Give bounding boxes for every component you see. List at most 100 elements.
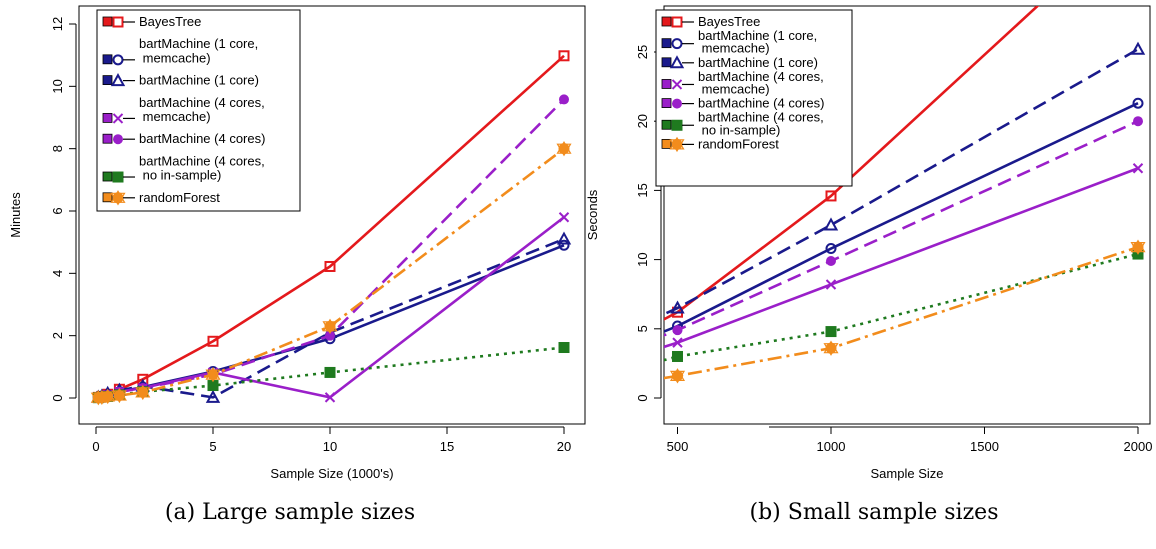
data-point [205, 389, 221, 403]
y-tick-label: 6 [50, 207, 65, 214]
y-tick-label: 12 [50, 17, 65, 31]
data-point [550, 363, 559, 372]
legend-label-line: memcache) [698, 82, 770, 97]
data-point-star [110, 190, 126, 206]
legend-label-line: bartMachine (1 core, [139, 36, 258, 51]
legend-label-line: bartMachine (4 cores) [139, 131, 265, 146]
legend-label-line: no in-sample) [139, 168, 221, 183]
legend-label-line: bartMachine (4 cores, [698, 69, 824, 84]
legend-label: bartMachine (4 cores) [698, 96, 824, 111]
data-point [825, 279, 837, 290]
data-point [113, 134, 123, 145]
data-point-star [205, 366, 221, 383]
data-point [550, 374, 559, 383]
legend-label: bartMachine (1 core, memcache) [698, 28, 817, 56]
legend-label-line: bartMachine (1 core) [139, 73, 259, 88]
legend-swatch [102, 113, 113, 123]
legend-label-line: BayesTree [698, 14, 760, 29]
legend-label: randomForest [698, 136, 779, 151]
data-point [558, 239, 570, 251]
legend-label-line: bartMachine (4 cores, [698, 110, 824, 125]
data-point [558, 50, 570, 62]
legend-label: bartMachine (1 core) [698, 55, 818, 70]
legend-label-line: no in-sample) [698, 122, 780, 137]
data-point-fill [208, 380, 218, 391]
legend-label-line: memcache) [139, 50, 211, 65]
data-point-star [1130, 239, 1146, 255]
x-axis-label: Sample Size [871, 466, 944, 481]
data-point-star [823, 340, 839, 356]
data-point [671, 38, 683, 50]
data-point [826, 255, 836, 266]
legend-swatch [102, 75, 113, 85]
y-tick-label: 10 [635, 252, 650, 266]
data-point [207, 335, 219, 347]
legend-swatch [661, 38, 672, 49]
plot-frame [78, 5, 586, 425]
data-point [1132, 97, 1144, 109]
x-tick-label: 10 [323, 439, 337, 454]
legend-label: bartMachine (4 cores, no in-sample) [139, 153, 265, 182]
data-point-star [556, 140, 572, 157]
legend-label-line: bartMachine (1 core, [698, 28, 817, 43]
legend-swatch [661, 98, 672, 108]
legend-swatch [661, 138, 672, 149]
legend-label: bartMachine (4 cores) [139, 131, 265, 146]
data-point [825, 243, 837, 255]
legend-label: bartMachine (1 core) [139, 73, 259, 88]
legend-label: bartMachine (1 core, memcache) [139, 36, 258, 65]
y-tick-label: 8 [50, 145, 65, 152]
data-point-fill [113, 172, 123, 183]
plot-frame [663, 5, 1151, 425]
y-tick-label: 5 [635, 325, 650, 332]
series-line [664, 48, 1139, 316]
legend-label-line: memcache) [698, 41, 770, 56]
data-point [669, 55, 685, 69]
x-tick-label: 5 [209, 439, 216, 454]
data-point [1133, 116, 1143, 127]
chart-panel-b: 500 1000 1500 2000 0 5 10 15 20 25 Sample Size Seco… [549, 5, 1152, 481]
data-point-cross [550, 381, 559, 390]
legend-box [655, 9, 853, 187]
legend-label: BayesTree [698, 14, 760, 29]
chart-panel-a: 0 5 10 15 20 0 2 4 6 8 10 12 Sample Size (1000's) Min… [8, 5, 586, 481]
legend-label: bartMachine (4 cores, memcache) [698, 69, 824, 97]
legend-label-line: bartMachine (4 cores, [139, 153, 265, 168]
data-point-star [111, 387, 127, 404]
data-point-fill [550, 381, 559, 390]
data-point-fill [672, 120, 682, 131]
data-point-star [322, 318, 338, 334]
data-point [670, 300, 685, 314]
legend-label: BayesTree [139, 14, 201, 29]
data-point [556, 231, 572, 245]
x-tick-label: 15 [440, 439, 454, 454]
data-point [558, 212, 570, 223]
y-tick-label: 0 [50, 394, 65, 401]
x-tick-label: 20 [557, 439, 571, 454]
data-point-star [135, 384, 151, 401]
data-point-star [669, 368, 686, 384]
caption-a: (a) Large sample sizes [164, 500, 416, 525]
y-tick-label: 10 [50, 79, 65, 93]
x-tick-label: 500 [667, 439, 689, 454]
data-point [671, 79, 683, 90]
legend-swatch [661, 57, 672, 68]
data-point [110, 73, 126, 87]
data-point [671, 16, 683, 28]
legend-label-line: memcache) [139, 109, 211, 124]
y-tick-label: 2 [50, 332, 65, 339]
legend-swatch [102, 16, 113, 27]
y-axis-label: Seconds [585, 189, 600, 240]
data-point [559, 94, 569, 105]
legend-label: randomForest [139, 190, 220, 205]
series-line [664, 167, 1139, 349]
data-point [549, 365, 560, 375]
data-point [112, 54, 124, 66]
y-tick-label: 0 [635, 394, 650, 401]
data-point [550, 371, 559, 380]
x-tick-label: 1000 [817, 439, 846, 454]
data-point [1130, 41, 1146, 55]
legend-label-line: bartMachine (4 cores, [139, 95, 265, 110]
